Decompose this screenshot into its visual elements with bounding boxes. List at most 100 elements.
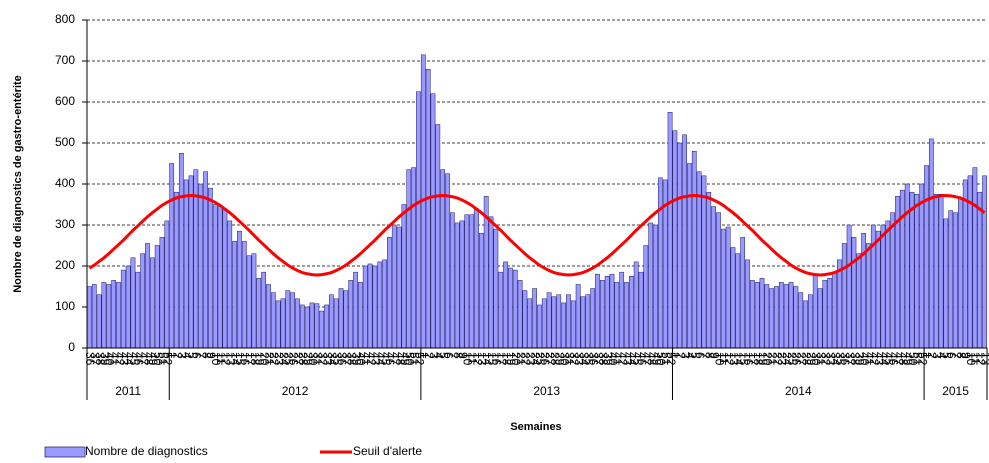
bar [174, 191, 179, 349]
bar [178, 153, 184, 349]
bar [953, 212, 958, 349]
x-tick-label: 21 [262, 352, 276, 366]
x-tick-label: 17 [495, 352, 509, 366]
bar [745, 259, 750, 349]
bar [135, 271, 141, 349]
bar [208, 187, 213, 349]
x-tick-label: 30 [557, 352, 571, 366]
bar [866, 243, 871, 349]
x-tick-label: 38 [345, 352, 359, 366]
x-tick-label: 18 [499, 352, 513, 366]
x-tick-label: 5 [688, 352, 702, 359]
bar [919, 183, 925, 349]
x-tick-label: 4 [180, 352, 194, 359]
x-tick-label: 48 [645, 352, 659, 366]
y-tick-label: 200 [55, 258, 75, 272]
bar [425, 68, 431, 349]
x-tick-label: 48 [141, 352, 155, 366]
x-tick-label: 34 [828, 352, 842, 366]
x-tick-label: 43 [369, 352, 383, 366]
x-tick-label: 40 [354, 352, 368, 366]
bar [677, 142, 683, 349]
x-tick-label: 2 [674, 352, 688, 359]
x-tick-label: 45 [378, 352, 392, 366]
x-tick-label: 1 [417, 352, 431, 359]
x-tick-label: 40 [606, 352, 620, 366]
bar [735, 253, 741, 349]
x-tick-label: 3 [427, 352, 441, 359]
bar [590, 288, 596, 349]
bar [391, 224, 397, 349]
bar [556, 294, 562, 349]
bar [696, 171, 702, 349]
x-tick-label: 11 [214, 352, 228, 365]
x-tick-label: 19 [756, 352, 770, 366]
x-tick-label: 48 [896, 352, 910, 366]
bar [232, 241, 237, 349]
x-tick-label: 22 [770, 352, 784, 366]
x-tick-label: 31 [562, 352, 576, 366]
x-tick-label: 1 [166, 352, 180, 359]
x-tick-label: 24 [528, 352, 542, 366]
x-group-label: 2014 [785, 384, 812, 398]
bar [706, 191, 712, 349]
x-tick-label: 29 [553, 352, 567, 366]
bar [116, 282, 121, 349]
bar [338, 288, 344, 349]
bar [604, 276, 610, 349]
x-tick-label: 27 [291, 352, 305, 366]
bar [377, 261, 383, 349]
legend-swatch [44, 446, 86, 458]
x-tick-label: 26 [790, 352, 804, 366]
bar [740, 237, 746, 349]
x-tick-label: 7 [195, 352, 209, 359]
bar [585, 294, 591, 349]
x-tick-label: 11 [969, 352, 983, 365]
bar [880, 224, 886, 349]
x-tick-label: 6 [693, 352, 707, 359]
x-tick-label: 13 [978, 352, 989, 366]
x-tick-label: 20 [257, 352, 271, 366]
x-tick-label: 48 [393, 352, 407, 366]
x-tick-label: 9 [456, 352, 470, 359]
bar [261, 271, 266, 349]
x-tick-label: 51 [156, 352, 170, 366]
y-axis-title: Nombre de diagnostics de gastro-entérite [12, 75, 24, 293]
x-tick-label: 11 [717, 352, 731, 365]
bar [885, 220, 891, 349]
bar [188, 175, 194, 349]
x-tick-label: 15 [736, 352, 750, 366]
bar [701, 175, 707, 349]
bar [159, 237, 165, 349]
bar [333, 298, 339, 349]
x-tick-label: 49 [146, 352, 160, 366]
x-tick-label: 41 [359, 352, 373, 366]
bar [774, 286, 779, 349]
bar [183, 179, 189, 349]
x-tick-label: 26 [538, 352, 552, 366]
bar [217, 206, 223, 349]
x-tick-label: 27 [795, 352, 809, 366]
x-tick-label: 43 [620, 352, 634, 366]
bar [759, 278, 765, 349]
bar [943, 218, 949, 349]
x-tick-label: 10 [712, 352, 726, 366]
x-tick-label: 46 [383, 352, 397, 366]
bar [633, 261, 639, 349]
x-tick-label: 35 [582, 352, 596, 366]
bar [832, 271, 837, 349]
x-tick-label: 8 [703, 352, 717, 359]
x-tick-label: 33 [320, 352, 334, 366]
x-tick-label: 52 [664, 352, 678, 366]
bar [764, 284, 770, 349]
x-tick-label: 2 [170, 352, 184, 359]
bar [948, 210, 954, 349]
x-tick-label: 8 [451, 352, 465, 359]
x-tick-label: 52 [412, 352, 426, 366]
bar [275, 300, 281, 349]
x-tick-label: 15 [233, 352, 247, 366]
bar [154, 245, 160, 349]
bar [658, 177, 663, 349]
bar [638, 271, 644, 349]
x-tick-label: 12 [974, 352, 988, 366]
